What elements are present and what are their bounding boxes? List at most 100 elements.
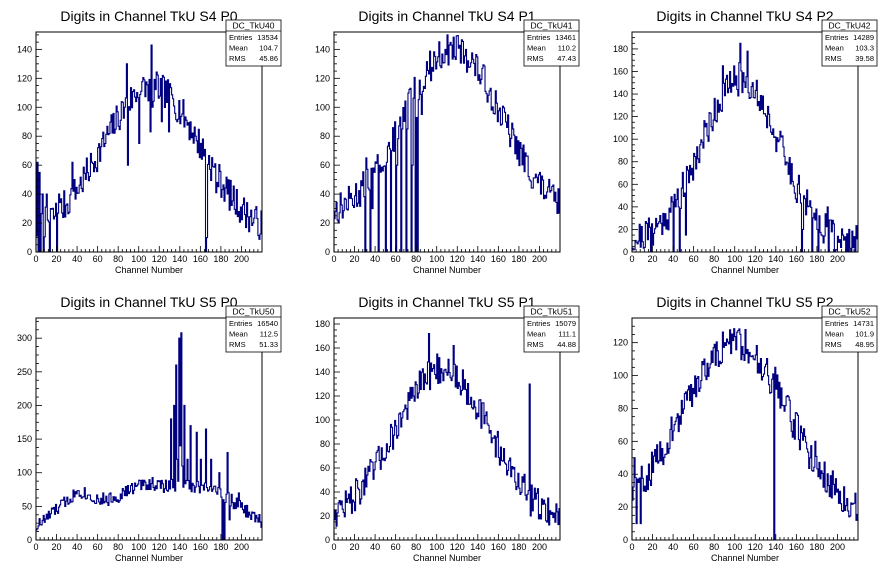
y-tick-label: 180 [315,319,330,329]
y-tick-label: 80 [320,439,330,449]
y-tick-label: 140 [613,89,628,99]
y-tick-label: 60 [320,160,330,170]
y-tick-label: 0 [623,535,628,545]
plot-frame [35,31,263,253]
y-tick-label: 180 [613,44,628,54]
stats-label: RMS [229,54,246,63]
plot-frame [631,31,859,253]
stats-label: Entries [825,319,849,328]
stats-value: 14731 [853,319,874,328]
y-tick-label: 120 [315,391,330,401]
y-tick-label: 50 [22,501,32,511]
y-tick-label: 40 [618,469,628,479]
x-tick-label: 40 [668,254,678,264]
x-tick-label: 140 [768,254,783,264]
x-tick-label: 80 [411,254,421,264]
stats-value: 48.95 [855,340,874,349]
x-tick-label: 160 [193,254,208,264]
stats-box-frame [225,305,282,353]
stats-value: 44.88 [557,340,576,349]
x-axis-label: Channel Number [413,265,481,275]
stats-value: 47.43 [557,54,576,63]
x-tick-label: 140 [172,542,187,552]
x-tick-label: 140 [470,254,485,264]
x-tick-label: 180 [213,254,228,264]
stats-box-frame [821,305,878,353]
y-tick-label: 20 [320,511,330,521]
histogram-panel: Digits in Channel TkU S5 P2 0 20 40 60 80 100 1… [613,294,878,563]
histogram-line [631,328,858,541]
x-tick-label: 60 [689,254,699,264]
y-tick-label: 80 [618,403,628,413]
stats-box: DC_TkU51 Entries 15079 Mean 111.1 RMS 44.88 [523,305,580,353]
x-axis-label: Channel Number [115,553,183,563]
x-tick-label: 80 [709,254,719,264]
stats-label: Entries [229,33,253,42]
y-tick-label: 40 [22,189,32,199]
y-tick-label: 0 [623,247,628,257]
x-tick-label: 200 [532,542,547,552]
x-tick-label: 40 [72,254,82,264]
x-tick-label: 200 [830,542,845,552]
y-tick-label: 200 [17,400,32,410]
x-tick-label: 80 [709,542,719,552]
y-tick-label: 20 [22,218,32,228]
histogram-line [35,332,262,541]
x-tick-label: 20 [648,542,658,552]
chart-title: Digits in Channel TkU S4 P0 [60,8,237,24]
x-tick-label: 0 [331,542,336,552]
x-tick-label: 100 [131,542,146,552]
stats-box-frame [523,19,580,67]
x-tick-label: 160 [789,254,804,264]
y-tick-label: 140 [315,367,330,377]
stats-value: 39.58 [855,54,874,63]
y-tick-label: 250 [17,367,32,377]
x-tick-label: 60 [391,542,401,552]
stats-value: 14289 [853,33,874,42]
y-tick-label: 80 [618,157,628,167]
histogram-panel: Digits in Channel TkU S4 P1 0 20 40 60 80 100 1… [315,8,580,275]
stats-value: 101.9 [855,330,874,339]
x-tick-label: 100 [429,254,444,264]
x-tick-label: 140 [172,254,187,264]
x-tick-label: 160 [193,542,208,552]
x-tick-label: 180 [809,542,824,552]
histogram-line [631,42,858,253]
x-axis-label: Channel Number [711,553,779,563]
y-tick-label: 60 [618,436,628,446]
y-tick-label: 40 [320,487,330,497]
stats-box: DC_TkU52 Entries 14731 Mean 101.9 RMS 48.95 [821,305,878,353]
stats-label: RMS [527,54,544,63]
chart-title: Digits in Channel TkU S5 P1 [358,294,535,310]
y-tick-label: 120 [613,338,628,348]
chart-title: Digits in Channel TkU S5 P2 [656,294,833,310]
x-axis-label: Channel Number [711,265,779,275]
y-tick-label: 160 [315,343,330,353]
x-axis-label: Channel Number [115,265,183,275]
x-tick-label: 140 [768,542,783,552]
histogram-panel: Digits in Channel TkU S5 P0 0 20 40 60 80 100 1… [17,294,282,563]
stats-value: 45.86 [259,54,278,63]
stats-name: DC_TkU51 [530,307,572,317]
y-tick-label: 60 [22,160,32,170]
x-tick-label: 120 [152,542,167,552]
stats-label: Entries [229,319,253,328]
stats-box: DC_TkU40 Entries 13534 Mean 104.7 RMS 45.86 [225,19,282,67]
x-tick-label: 180 [213,542,228,552]
x-tick-label: 100 [727,254,742,264]
histogram-line [333,333,560,540]
stats-box: DC_TkU50 Entries 16540 Mean 112.5 RMS 51.33 [225,305,282,353]
stats-value: 16540 [257,319,278,328]
y-tick-label: 0 [27,247,32,257]
stats-box-frame [821,19,878,67]
x-tick-label: 100 [131,254,146,264]
stats-label: RMS [825,54,842,63]
x-tick-label: 40 [668,542,678,552]
stats-value: 103.3 [855,44,874,53]
x-tick-label: 20 [52,254,62,264]
y-tick-label: 120 [315,73,330,83]
x-tick-label: 200 [532,254,547,264]
y-tick-label: 20 [618,502,628,512]
stats-value: 51.33 [259,340,278,349]
stats-name: DC_TkU41 [530,21,572,31]
